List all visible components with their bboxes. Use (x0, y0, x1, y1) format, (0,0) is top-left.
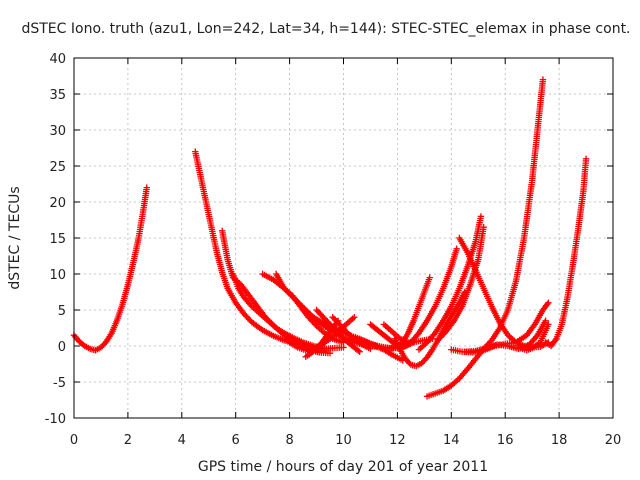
data-point (477, 213, 485, 220)
y-tick-label: 20 (49, 196, 66, 211)
y-tick-label: 15 (49, 232, 66, 247)
x-tick-label: 12 (389, 433, 406, 448)
plot-area (70, 76, 590, 400)
x-tick-labels: 0 2 4 6 8 10 12 14 16 18 20 (70, 433, 621, 448)
data-point (582, 155, 590, 162)
data-series-23 (461, 317, 549, 355)
chart-title: dSTEC Iono. truth (azu1, Lon=242, Lat=34… (21, 21, 630, 37)
x-tick-label: 0 (70, 433, 78, 448)
x-tick-label: 20 (605, 433, 622, 448)
y-tick-label: 5 (58, 304, 66, 319)
data-point (545, 299, 552, 306)
x-tick-label: 14 (443, 433, 460, 448)
data-point (143, 184, 150, 191)
x-tick-label: 16 (497, 433, 514, 448)
grid (74, 58, 613, 418)
plot-frame (73, 57, 614, 419)
data-point (321, 344, 328, 352)
data-point (544, 301, 551, 308)
y-tick-labels: -10 -5 0 5 10 15 20 25 30 35 40 (45, 52, 66, 427)
x-tick-label: 2 (124, 433, 132, 448)
data-point (453, 245, 460, 252)
y-axis-label: dSTEC / TECUs (7, 186, 23, 289)
data-point (367, 345, 374, 353)
data-point (480, 224, 487, 231)
data-point (545, 321, 552, 328)
x-tick-label: 4 (178, 433, 186, 448)
data-series-24 (515, 321, 552, 354)
y-tick-label: 30 (49, 124, 66, 139)
x-axis-label: GPS time / hours of day 201 of year 2011 (198, 459, 488, 475)
y-tick-label: -10 (45, 412, 66, 427)
x-tick-label: 18 (551, 433, 568, 448)
data-series-25 (542, 155, 590, 350)
data-point (356, 348, 363, 355)
data-series-18 (415, 213, 485, 353)
data-series-16 (388, 274, 433, 351)
y-tick-label: 25 (49, 160, 66, 175)
data-point (426, 274, 433, 281)
y-tick-label: 40 (49, 52, 66, 67)
data-point (326, 350, 334, 357)
x-tick-label: 8 (285, 433, 293, 448)
data-point (552, 337, 559, 344)
data-point (351, 314, 358, 321)
data-series-1 (70, 184, 150, 354)
y-tick-label: 0 (58, 340, 66, 355)
y-tick-label: 35 (49, 88, 66, 103)
data-series-17 (399, 245, 460, 351)
y-tick-label: 10 (49, 268, 66, 283)
y-tick-label: -5 (53, 376, 66, 391)
axis-ticks (73, 57, 614, 419)
x-tick-label: 10 (335, 433, 352, 448)
data-point (355, 347, 362, 354)
data-point (539, 76, 547, 83)
x-tick-label: 6 (232, 433, 240, 448)
data-point (542, 317, 549, 324)
